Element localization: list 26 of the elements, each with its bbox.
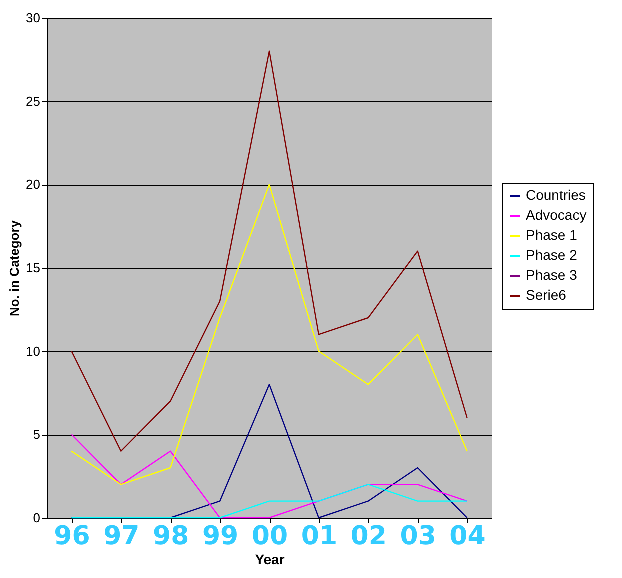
x-tick-label: 96: [54, 522, 90, 552]
x-tick-label: 99: [202, 522, 239, 552]
y-tick-label: 10: [26, 344, 40, 359]
x-tick-label: 03: [400, 522, 436, 552]
legend-label: Phase 2: [526, 247, 578, 263]
y-tick-label: 15: [26, 260, 40, 276]
y-tick-label: 0: [33, 510, 40, 526]
x-tick-label: 02: [350, 522, 387, 552]
y-tick-label: 5: [33, 427, 40, 442]
x-tick-label: 04: [450, 522, 486, 552]
legend-label: Serie6: [526, 287, 567, 303]
x-axis-title: Year: [255, 552, 286, 568]
legend-label: Phase 1: [526, 227, 578, 243]
legend-label: Countries: [526, 187, 586, 203]
y-tick-label: 25: [26, 94, 40, 109]
y-tick-label: 30: [26, 10, 40, 26]
x-tick-label: 97: [104, 522, 140, 552]
x-tick-label: 98: [153, 522, 190, 552]
y-tick-label: 20: [26, 177, 40, 192]
x-tick-label: 01: [301, 522, 338, 552]
line-series: [71, 184, 468, 486]
legend-label: Phase 3: [526, 267, 578, 283]
line-series: [71, 50, 468, 452]
x-tick-label: 00: [252, 522, 288, 552]
legend-label: Advocacy: [526, 207, 587, 223]
y-axis-title: No. in Category: [7, 220, 22, 317]
